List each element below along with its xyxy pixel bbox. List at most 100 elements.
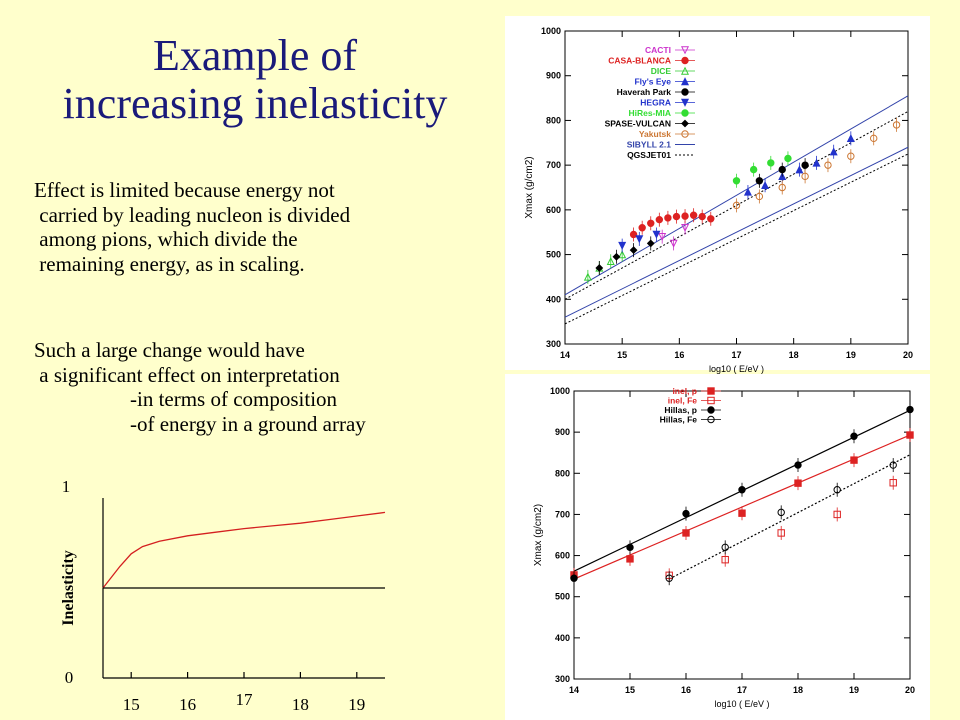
data-point xyxy=(618,250,627,259)
data-point xyxy=(870,134,878,143)
data-point xyxy=(738,486,746,494)
y-tick-label: 800 xyxy=(555,468,570,478)
data-point xyxy=(669,239,678,248)
paragraph-1: Effect is limited because energy not car… xyxy=(34,178,350,276)
data-point xyxy=(824,161,832,169)
data-point xyxy=(777,529,785,537)
legend-label: Haverah Park xyxy=(617,87,672,97)
y-tick-label: 600 xyxy=(555,551,570,561)
legend-label: inel, Fe xyxy=(668,396,698,406)
x-tick-label: 14 xyxy=(569,685,579,695)
data-point xyxy=(889,479,897,487)
data-point xyxy=(732,201,741,210)
legend-marker xyxy=(681,119,689,128)
y-tick-label: 500 xyxy=(555,592,570,602)
data-point xyxy=(847,152,855,160)
para2-line-3: -in terms of composition xyxy=(130,387,338,411)
y-tick-label: 1000 xyxy=(550,386,570,396)
y-tick-label: 400 xyxy=(546,294,561,304)
x-tick-label: 16 xyxy=(179,695,196,714)
legend-label: QGSJET01 xyxy=(627,150,671,160)
data-point xyxy=(829,147,838,156)
xmax-data-chart: 14 15 16 17 18 19 20 300 400 500 600 700 800 900 1000 l… xyxy=(524,26,913,374)
legend-label: SIBYLL 2.1 xyxy=(627,140,672,150)
data-point xyxy=(672,212,681,221)
para2-line-2: a significant effect on interpretation xyxy=(34,362,340,387)
data-point xyxy=(721,555,729,564)
data-point xyxy=(767,159,775,167)
model-band-line xyxy=(564,95,909,296)
legend-label: CACTI xyxy=(645,45,671,55)
legend-label: Hillas, p xyxy=(664,405,697,415)
data-point xyxy=(658,232,667,242)
data-point xyxy=(652,230,661,239)
data-point xyxy=(761,180,770,189)
x-tick-label: 19 xyxy=(849,685,859,695)
paragraph-2-indented: -in terms of composition -of energy in a… xyxy=(130,387,366,436)
data-point xyxy=(626,555,634,563)
para1-line-3: among pions, which divide the xyxy=(34,227,298,251)
data-point xyxy=(846,133,855,143)
data-point xyxy=(626,543,634,552)
data-point xyxy=(794,461,802,469)
xmax-model-chart: 14 15 16 17 18 19 20 300 400 500 600 700 800 900 1000 l… xyxy=(533,386,915,709)
fit-line xyxy=(668,454,911,580)
data-point xyxy=(682,529,690,537)
x-tick-label: 20 xyxy=(903,350,913,360)
y-tick-label: 300 xyxy=(555,674,570,684)
data-point xyxy=(682,509,690,518)
x-tick-label: 15 xyxy=(625,685,635,695)
legend-label: inel, p xyxy=(672,386,697,396)
para2-line-4: -of energy in a ground array xyxy=(130,411,366,436)
data-point xyxy=(655,215,664,224)
data-point xyxy=(794,479,802,487)
legend-marker xyxy=(680,66,690,75)
x-tick-label: 19 xyxy=(348,695,365,714)
data-point xyxy=(681,212,689,220)
data-point xyxy=(755,192,764,201)
data-point xyxy=(795,165,804,174)
data-point xyxy=(850,432,858,440)
data-point xyxy=(743,187,752,196)
data-point xyxy=(606,256,615,265)
x-tick-label: 19 xyxy=(846,350,856,360)
data-point xyxy=(801,161,809,169)
x-tick-label: 17 xyxy=(731,350,741,360)
inelasticity-curve xyxy=(102,511,386,589)
data-point xyxy=(698,212,706,221)
y-axis-label: Inelasticity xyxy=(60,550,77,626)
data-point xyxy=(833,510,841,519)
legend-marker xyxy=(681,109,689,117)
x-tick-label: 18 xyxy=(793,685,803,695)
model-band-line xyxy=(564,146,909,318)
x-tick-label: 14 xyxy=(560,350,570,360)
legend-marker xyxy=(680,46,690,55)
data-point xyxy=(906,431,914,439)
data-point xyxy=(833,486,841,494)
legend-marker xyxy=(681,56,689,65)
x-tick-label: 20 xyxy=(905,685,915,695)
data-point xyxy=(812,158,821,167)
data-point xyxy=(612,252,621,261)
legend-marker xyxy=(707,406,715,414)
data-point xyxy=(707,215,715,223)
legend-marker xyxy=(680,98,690,107)
legend-label: Fly's Eye xyxy=(634,77,671,87)
y-tick-label: 500 xyxy=(546,250,561,260)
data-point xyxy=(850,456,858,464)
title-line-2: increasing inelasticity xyxy=(62,79,448,128)
y-tick-label: 800 xyxy=(546,115,561,125)
legend-label: HiRes-MIA xyxy=(628,108,671,118)
x-tick-label: 16 xyxy=(681,685,691,695)
slide-title: Example of increasing inelasticity xyxy=(0,32,510,128)
data-point xyxy=(689,211,698,219)
legend-label: HEGRA xyxy=(640,98,671,108)
para2-line-1: Such a large change would have xyxy=(34,338,305,362)
data-point xyxy=(595,264,604,272)
legend-label: CASA-BLANCA xyxy=(608,56,671,66)
legend-label: Yakutsk xyxy=(639,129,671,139)
inelasticity-chart: 15 16 17 18 19 1 0 Inelasticity xyxy=(60,477,386,714)
data-point xyxy=(801,172,809,181)
data-point xyxy=(629,230,638,239)
data-point xyxy=(570,574,578,582)
